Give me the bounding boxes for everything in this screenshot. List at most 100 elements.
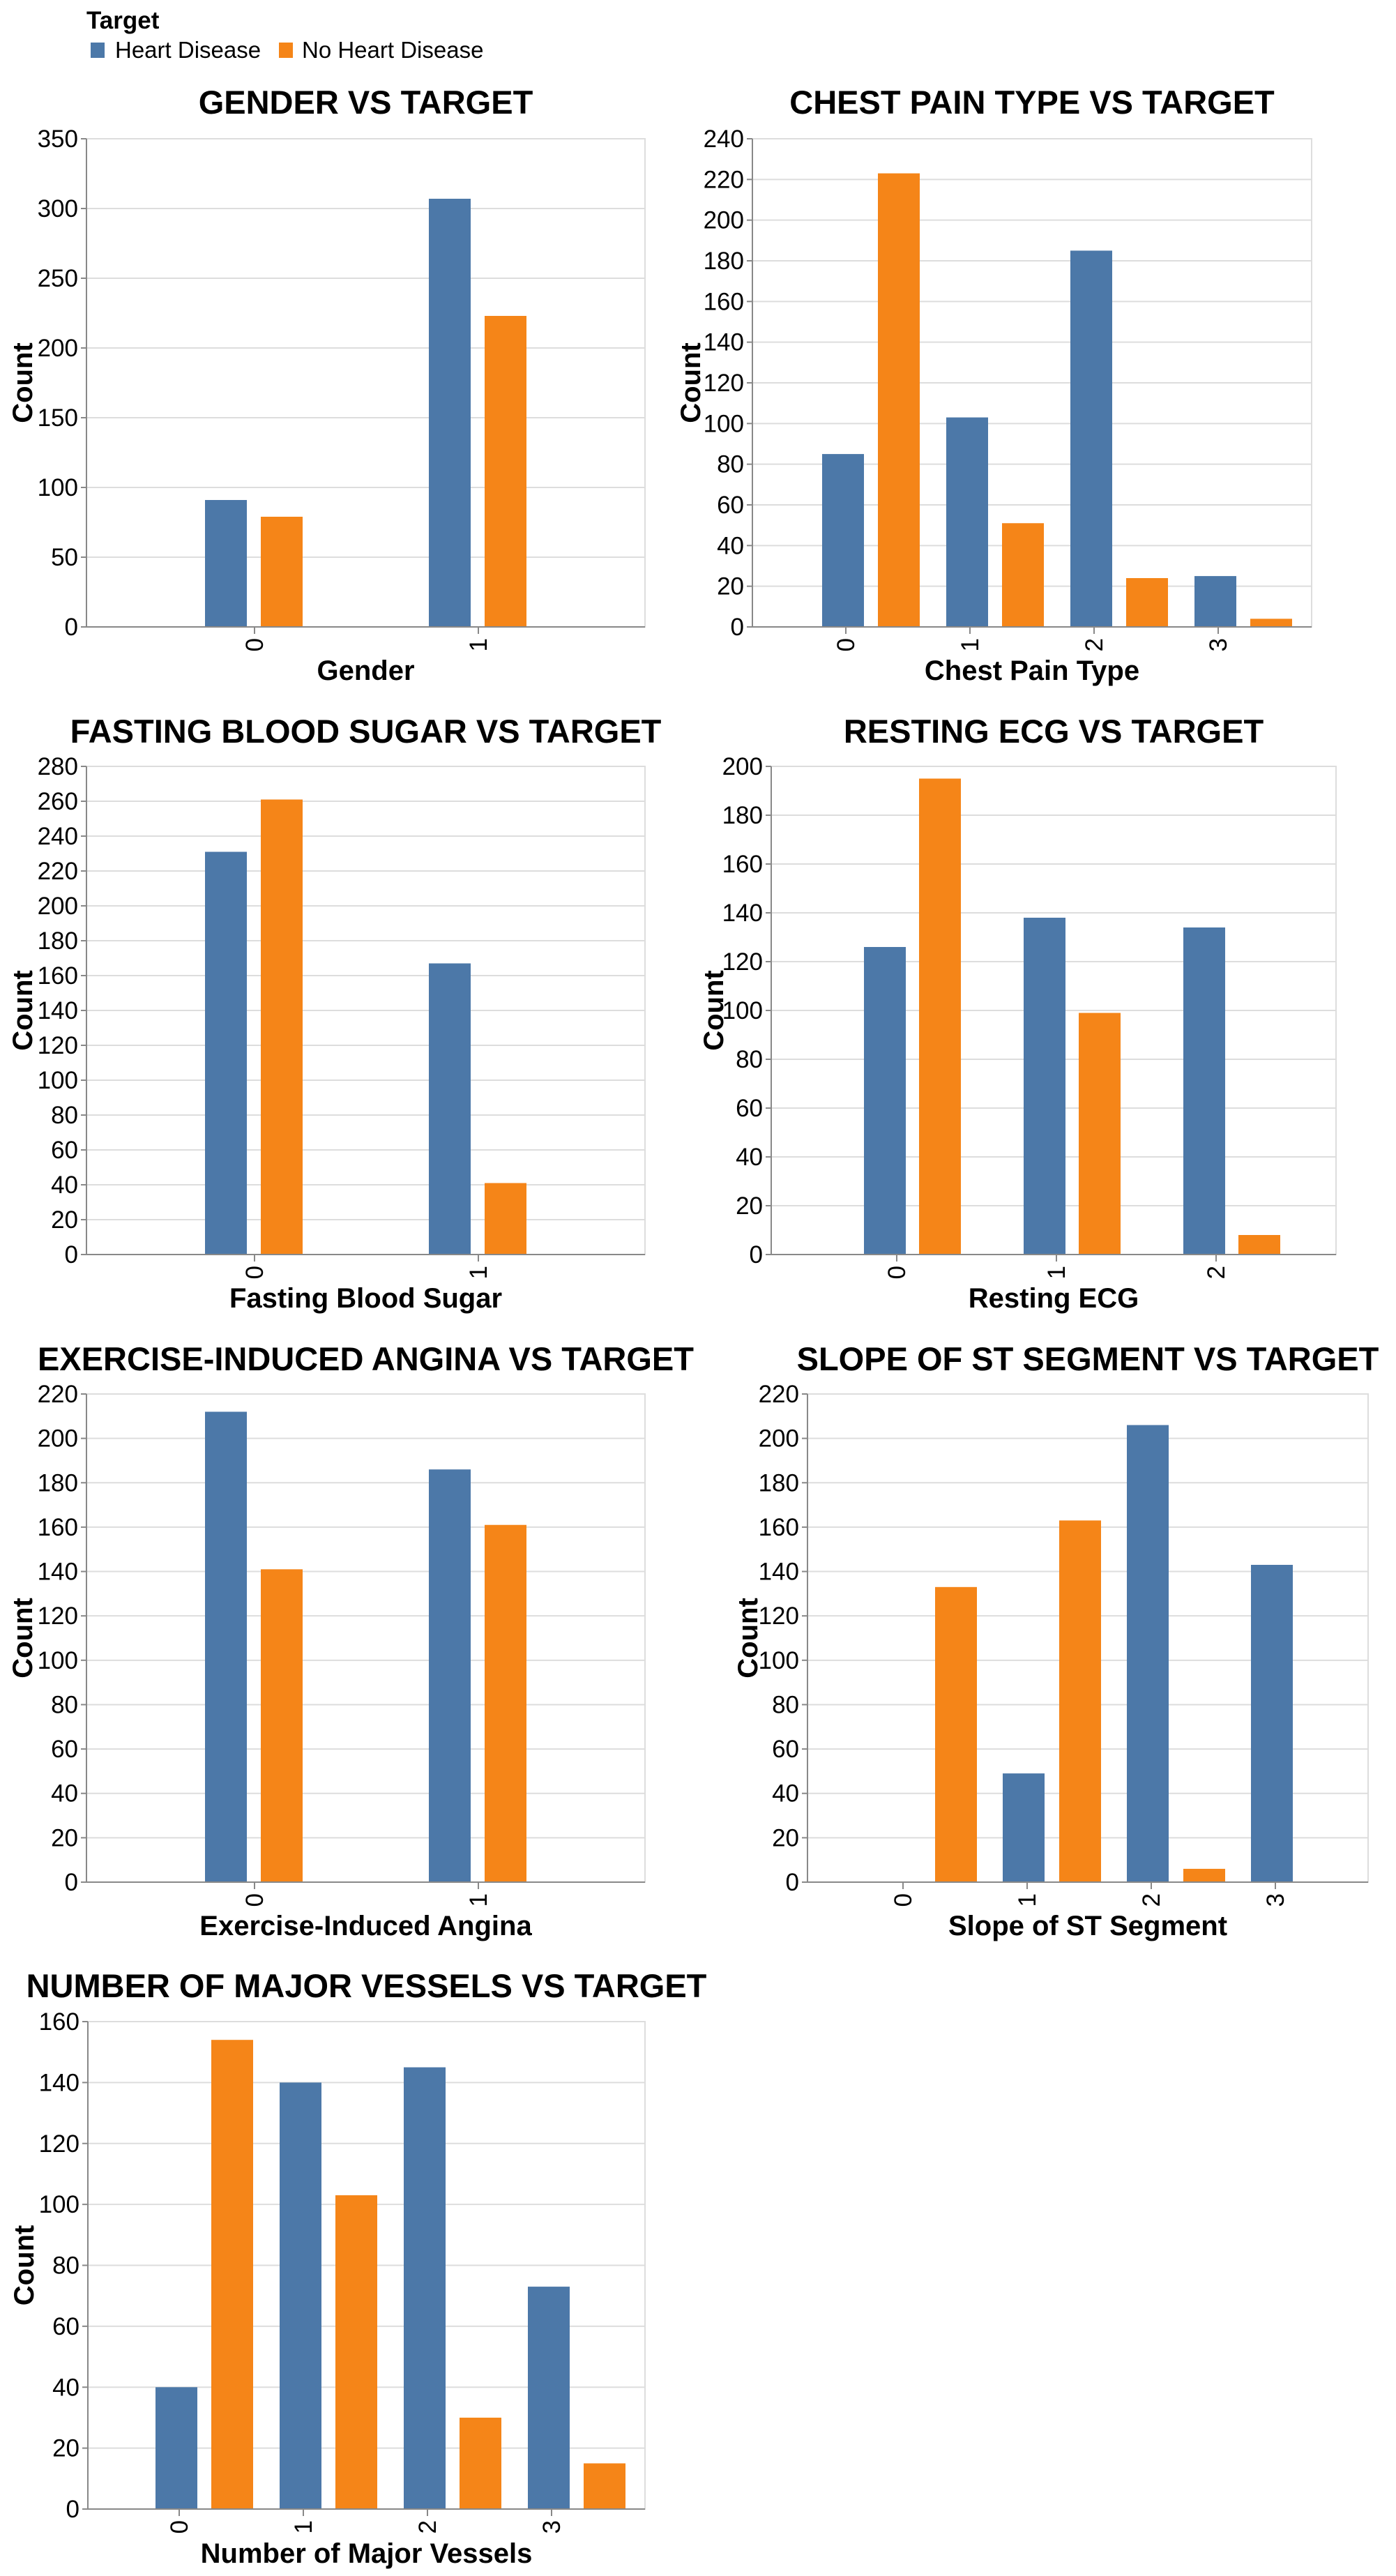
bar-heart-disease-1 (1024, 918, 1065, 1255)
y-tick-label: 120 (759, 1603, 799, 1630)
y-tick-label: 140 (38, 997, 78, 1024)
y-tick-label: 60 (717, 492, 744, 519)
bar-no-heart-disease-2 (1238, 1235, 1280, 1255)
y-tick-label: 40 (51, 1780, 78, 1808)
chart-4: 0 20 40 60 80 100 120 140 160 180 200 220 0 1 EXERCISE… (8, 1340, 694, 1941)
y-tick-label: 20 (772, 1824, 799, 1851)
y-tick-label: 100 (704, 410, 744, 437)
chart-6: 0 20 40 60 80 100 120 140 160 0 1 2 3 NUMBER OF MAJOR… (9, 1967, 707, 2569)
x-tick-label: 2 (1081, 638, 1108, 651)
x-axis-title: Gender (317, 656, 414, 686)
bar-no-heart-disease-0 (878, 173, 920, 628)
y-tick-label: 60 (772, 1736, 799, 1763)
y-tick-label: 20 (52, 2435, 79, 2462)
y-tick-label: 200 (38, 335, 78, 362)
y-tick-label: 60 (52, 2313, 79, 2340)
y-tick-label: 0 (750, 1241, 763, 1268)
bar-heart-disease-1 (1003, 1773, 1045, 1882)
y-tick-label: 80 (772, 1691, 799, 1718)
bar-no-heart-disease-1 (1079, 1013, 1121, 1255)
x-axis-title: Chest Pain Type (925, 656, 1139, 686)
x-axis-title: Slope of ST Segment (948, 1911, 1227, 1941)
x-tick-label: 3 (538, 2520, 566, 2533)
chart-title: FASTING BLOOD SUGAR VS TARGET (70, 713, 662, 750)
bar-no-heart-disease-2 (460, 2417, 501, 2509)
x-tick-label: 0 (890, 1893, 917, 1907)
chart-5: 0 20 40 60 80 100 120 140 160 180 200 220 0 1 2 3 SLOPE … (733, 1340, 1379, 1941)
x-tick-label: 0 (241, 638, 268, 651)
y-tick-label: 160 (704, 288, 744, 315)
chart-2: 0 20 40 60 80 100 120 140 160 180 200 220 240 260 280 0… (8, 713, 662, 1314)
y-axis-title: Count (8, 342, 38, 423)
y-tick-label: 180 (759, 1469, 799, 1497)
y-tick-label: 40 (52, 2374, 79, 2401)
x-axis-title: Exercise-Induced Angina (199, 1911, 532, 1941)
y-tick-label: 220 (38, 1381, 78, 1408)
bar-heart-disease-1 (280, 2082, 321, 2509)
bar-no-heart-disease-1 (335, 2195, 377, 2509)
y-tick-label: 140 (39, 2069, 79, 2096)
y-tick-label: 200 (38, 893, 78, 920)
legend-swatch-heart-disease (91, 43, 105, 58)
bar-heart-disease-3 (1251, 1565, 1293, 1882)
x-tick-label: 0 (166, 2520, 193, 2533)
y-tick-label: 60 (736, 1095, 763, 1122)
bar-no-heart-disease-1 (485, 316, 526, 627)
chart-title: SLOPE OF ST SEGMENT VS TARGET (797, 1340, 1379, 1377)
y-tick-label: 280 (38, 753, 78, 780)
x-axis-title: Fasting Blood Sugar (229, 1283, 502, 1314)
y-tick-label: 80 (52, 2252, 79, 2280)
y-tick-label: 220 (704, 166, 744, 193)
bar-heart-disease-2 (1183, 927, 1225, 1255)
y-tick-label: 200 (759, 1425, 799, 1453)
x-tick-label: 0 (833, 638, 860, 651)
bar-heart-disease-3 (1194, 576, 1236, 627)
y-tick-label: 20 (51, 1824, 78, 1851)
y-tick-label: 40 (736, 1144, 763, 1171)
y-axis-title: Count (8, 1598, 38, 1679)
bar-heart-disease-0 (205, 851, 247, 1255)
bar-heart-disease-1 (429, 199, 471, 627)
y-tick-label: 80 (736, 1046, 763, 1073)
y-tick-label: 120 (722, 948, 763, 976)
y-axis-title: Count (699, 970, 729, 1051)
legend: Target Heart Disease No Heart Disease (86, 7, 483, 63)
x-tick-label: 3 (1262, 1893, 1289, 1907)
y-tick-label: 220 (759, 1381, 799, 1408)
y-tick-label: 100 (759, 1647, 799, 1674)
bar-no-heart-disease-1 (485, 1524, 526, 1882)
y-tick-label: 200 (704, 207, 744, 234)
y-tick-label: 180 (38, 927, 78, 955)
bar-heart-disease-0 (205, 1411, 247, 1882)
bar-no-heart-disease-0 (211, 2040, 253, 2509)
bar-heart-disease-1 (946, 417, 988, 627)
y-axis-title: Count (8, 970, 38, 1051)
x-axis-title: Resting ECG (969, 1283, 1139, 1314)
y-tick-label: 100 (38, 474, 78, 501)
x-tick-label: 0 (883, 1266, 911, 1279)
y-tick-label: 120 (39, 2130, 79, 2158)
y-tick-label: 0 (731, 614, 744, 641)
bar-no-heart-disease-2 (1183, 1868, 1225, 1882)
bar-heart-disease-0 (822, 454, 864, 627)
bar-heart-disease-0 (155, 2387, 197, 2509)
y-tick-label: 50 (51, 544, 78, 571)
bar-no-heart-disease-0 (935, 1586, 977, 1882)
x-tick-label: 1 (290, 2520, 317, 2533)
x-tick-label: 2 (414, 2520, 441, 2533)
y-tick-label: 20 (51, 1206, 78, 1234)
y-tick-label: 240 (38, 823, 78, 850)
y-tick-label: 20 (736, 1192, 763, 1220)
y-tick-label: 240 (704, 126, 744, 153)
y-tick-label: 100 (39, 2191, 79, 2218)
x-tick-label: 1 (1014, 1893, 1041, 1907)
bar-heart-disease-1 (429, 963, 471, 1255)
x-tick-label: 1 (465, 1266, 492, 1279)
bar-no-heart-disease-0 (919, 778, 961, 1255)
y-tick-label: 0 (786, 1869, 799, 1896)
x-axis-title: Number of Major Vessels (201, 2538, 533, 2569)
bar-heart-disease-3 (528, 2287, 570, 2509)
y-tick-label: 120 (38, 1032, 78, 1059)
x-tick-label: 1 (1043, 1266, 1070, 1279)
bar-no-heart-disease-1 (1002, 523, 1044, 627)
